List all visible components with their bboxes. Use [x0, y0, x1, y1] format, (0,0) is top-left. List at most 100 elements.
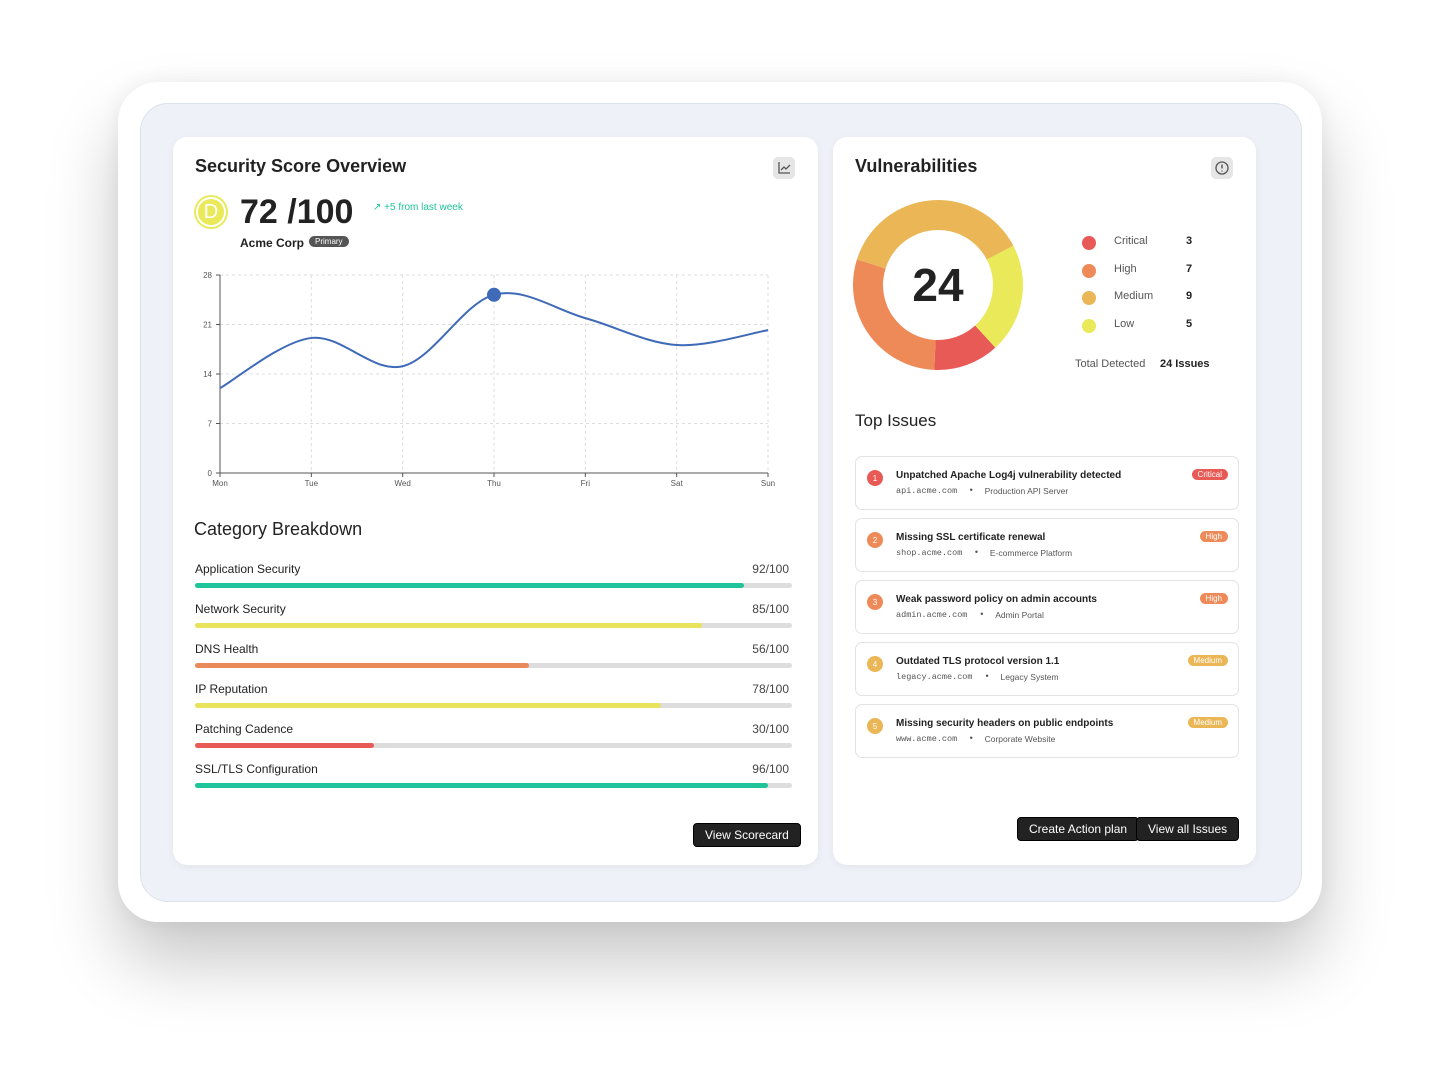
issue-host: shop.acme.com — [896, 548, 963, 558]
panel-title: Security Score Overview — [195, 156, 407, 176]
donut-chart: 24 — [853, 200, 1023, 370]
highlight-point — [487, 287, 501, 302]
severity-badge: High — [1199, 593, 1228, 604]
separator: • — [969, 485, 973, 495]
section-title: Top Issues — [855, 411, 937, 430]
bar — [195, 583, 745, 588]
score: 72 /100 — [240, 193, 353, 232]
issue-card[interactable]: 1 Unpatched Apache Log4j vulnerability de… — [855, 456, 1239, 510]
bar-track — [195, 703, 792, 708]
donut-segment — [853, 259, 936, 370]
bar-track — [195, 663, 792, 668]
category-name: SSL/TLS Configuration — [195, 762, 318, 776]
total-label: Total Detected — [1075, 358, 1146, 370]
legend-swatch — [1082, 263, 1096, 278]
donut-segment — [856, 200, 1014, 269]
separator: • — [969, 733, 973, 743]
trend-text: +5 from last week — [384, 202, 463, 213]
y-tick-label: 21 — [203, 321, 212, 330]
trend: ↗ +5 from last week — [373, 202, 463, 213]
x-tick-label: Thu — [487, 479, 501, 488]
issue-card[interactable]: 4 Outdated TLS protocol version 1.1 legacy… — [855, 642, 1239, 696]
issue-number: 2 — [867, 532, 883, 548]
legend-label: High — [1114, 262, 1137, 275]
issue-system: Legacy System — [1000, 672, 1059, 682]
issue-card[interactable]: 5 Missing security headers on public endp… — [855, 704, 1239, 758]
issue-system: Production API Server — [984, 486, 1069, 496]
bar — [195, 703, 661, 708]
view-scorecard-button[interactable]: View Scorecard — [693, 823, 801, 847]
legend-label: Critical — [1114, 235, 1148, 247]
issue-number: 3 — [867, 594, 883, 610]
bar — [195, 783, 769, 788]
issue-number: 4 — [867, 656, 883, 672]
issue-title: Outdated TLS protocol version 1.1 — [896, 656, 1060, 667]
severity-badge: Critical — [1191, 469, 1228, 480]
issue-host: admin.acme.com — [896, 610, 968, 620]
issue-number: 5 — [867, 718, 883, 734]
score-max: /100 — [287, 193, 354, 231]
category-value: 30/100 — [752, 722, 789, 736]
x-tick-label: Fri — [581, 479, 591, 488]
bar — [195, 663, 530, 668]
issue-title: Missing security headers on public endpo… — [896, 718, 1114, 729]
legend-count: 3 — [1186, 235, 1193, 247]
issue-title: Missing SSL certificate renewal — [896, 532, 1046, 543]
issue-system: Corporate Website — [984, 734, 1056, 744]
legend-swatch — [1082, 291, 1096, 305]
view-all-issues-button[interactable]: View all Issues — [1136, 817, 1240, 841]
y-tick-label: 0 — [208, 469, 213, 478]
bar-track — [195, 583, 792, 588]
category-value: 85/100 — [752, 602, 789, 616]
issue-title: Unpatched Apache Log4j vulnerability det… — [896, 470, 1122, 481]
legend-label: Low — [1114, 317, 1135, 330]
alert-icon[interactable] — [1211, 157, 1233, 179]
x-tick-label: Sat — [671, 479, 684, 488]
legend-swatch — [1082, 236, 1096, 250]
legend-count: 9 — [1186, 290, 1193, 302]
score-value: 72 — [240, 193, 278, 231]
category-name: Application Security — [195, 562, 301, 576]
category-name: Patching Cadence — [195, 722, 294, 736]
bar — [195, 743, 375, 748]
grade: D — [196, 197, 226, 227]
issue-card[interactable]: 3 Weak password policy on admin accounts a… — [855, 580, 1239, 634]
category-value: 78/100 — [752, 682, 789, 696]
severity-badge: High — [1199, 531, 1228, 542]
bar-track — [195, 623, 792, 628]
icon — [1215, 161, 1229, 175]
chart-icon[interactable] — [773, 157, 795, 179]
x-tick-label: Tue — [305, 479, 319, 488]
line-chart: 0 7 14 21 28 Mon Tue Wed Thu Fri Sat Sun — [203, 271, 775, 488]
severity-badge: Medium — [1187, 655, 1228, 666]
y-tick-label: 14 — [203, 370, 212, 379]
donut-total: 24 — [912, 259, 964, 311]
create-action-plan-button[interactable]: Create Action plan — [1017, 817, 1140, 841]
issue-system: Admin Portal — [995, 610, 1044, 620]
donut-segment — [975, 245, 1023, 348]
x-tick-label: Sun — [761, 479, 775, 488]
category-name: IP Reputation — [195, 682, 268, 696]
section-title: Category Breakdown — [194, 519, 363, 539]
legend-label: Medium — [1114, 290, 1154, 302]
x-tick-label: Wed — [395, 479, 411, 488]
separator: • — [974, 547, 979, 557]
bar-track — [195, 783, 792, 788]
category-name: DNS Health — [195, 642, 259, 656]
severity-badge: Medium — [1187, 717, 1228, 728]
issue-title: Weak password policy on admin accounts — [896, 594, 1097, 605]
separator: • — [985, 671, 989, 681]
x-tick-label: Mon — [212, 479, 228, 488]
category-value: 96/100 — [752, 762, 789, 776]
icon — [778, 162, 791, 174]
badge: Primary — [309, 236, 349, 247]
donut-segment — [934, 325, 996, 370]
legend-count: 5 — [1186, 317, 1193, 330]
issue-host: api.acme.com — [896, 486, 958, 496]
bar — [195, 623, 703, 628]
issue-host: www.acme.com — [896, 734, 958, 744]
category-value: 56/100 — [752, 642, 789, 656]
issue-card[interactable]: 2 Missing SSL certificate renewal shop.acm… — [855, 518, 1239, 572]
category-value: 92/100 — [752, 562, 789, 576]
